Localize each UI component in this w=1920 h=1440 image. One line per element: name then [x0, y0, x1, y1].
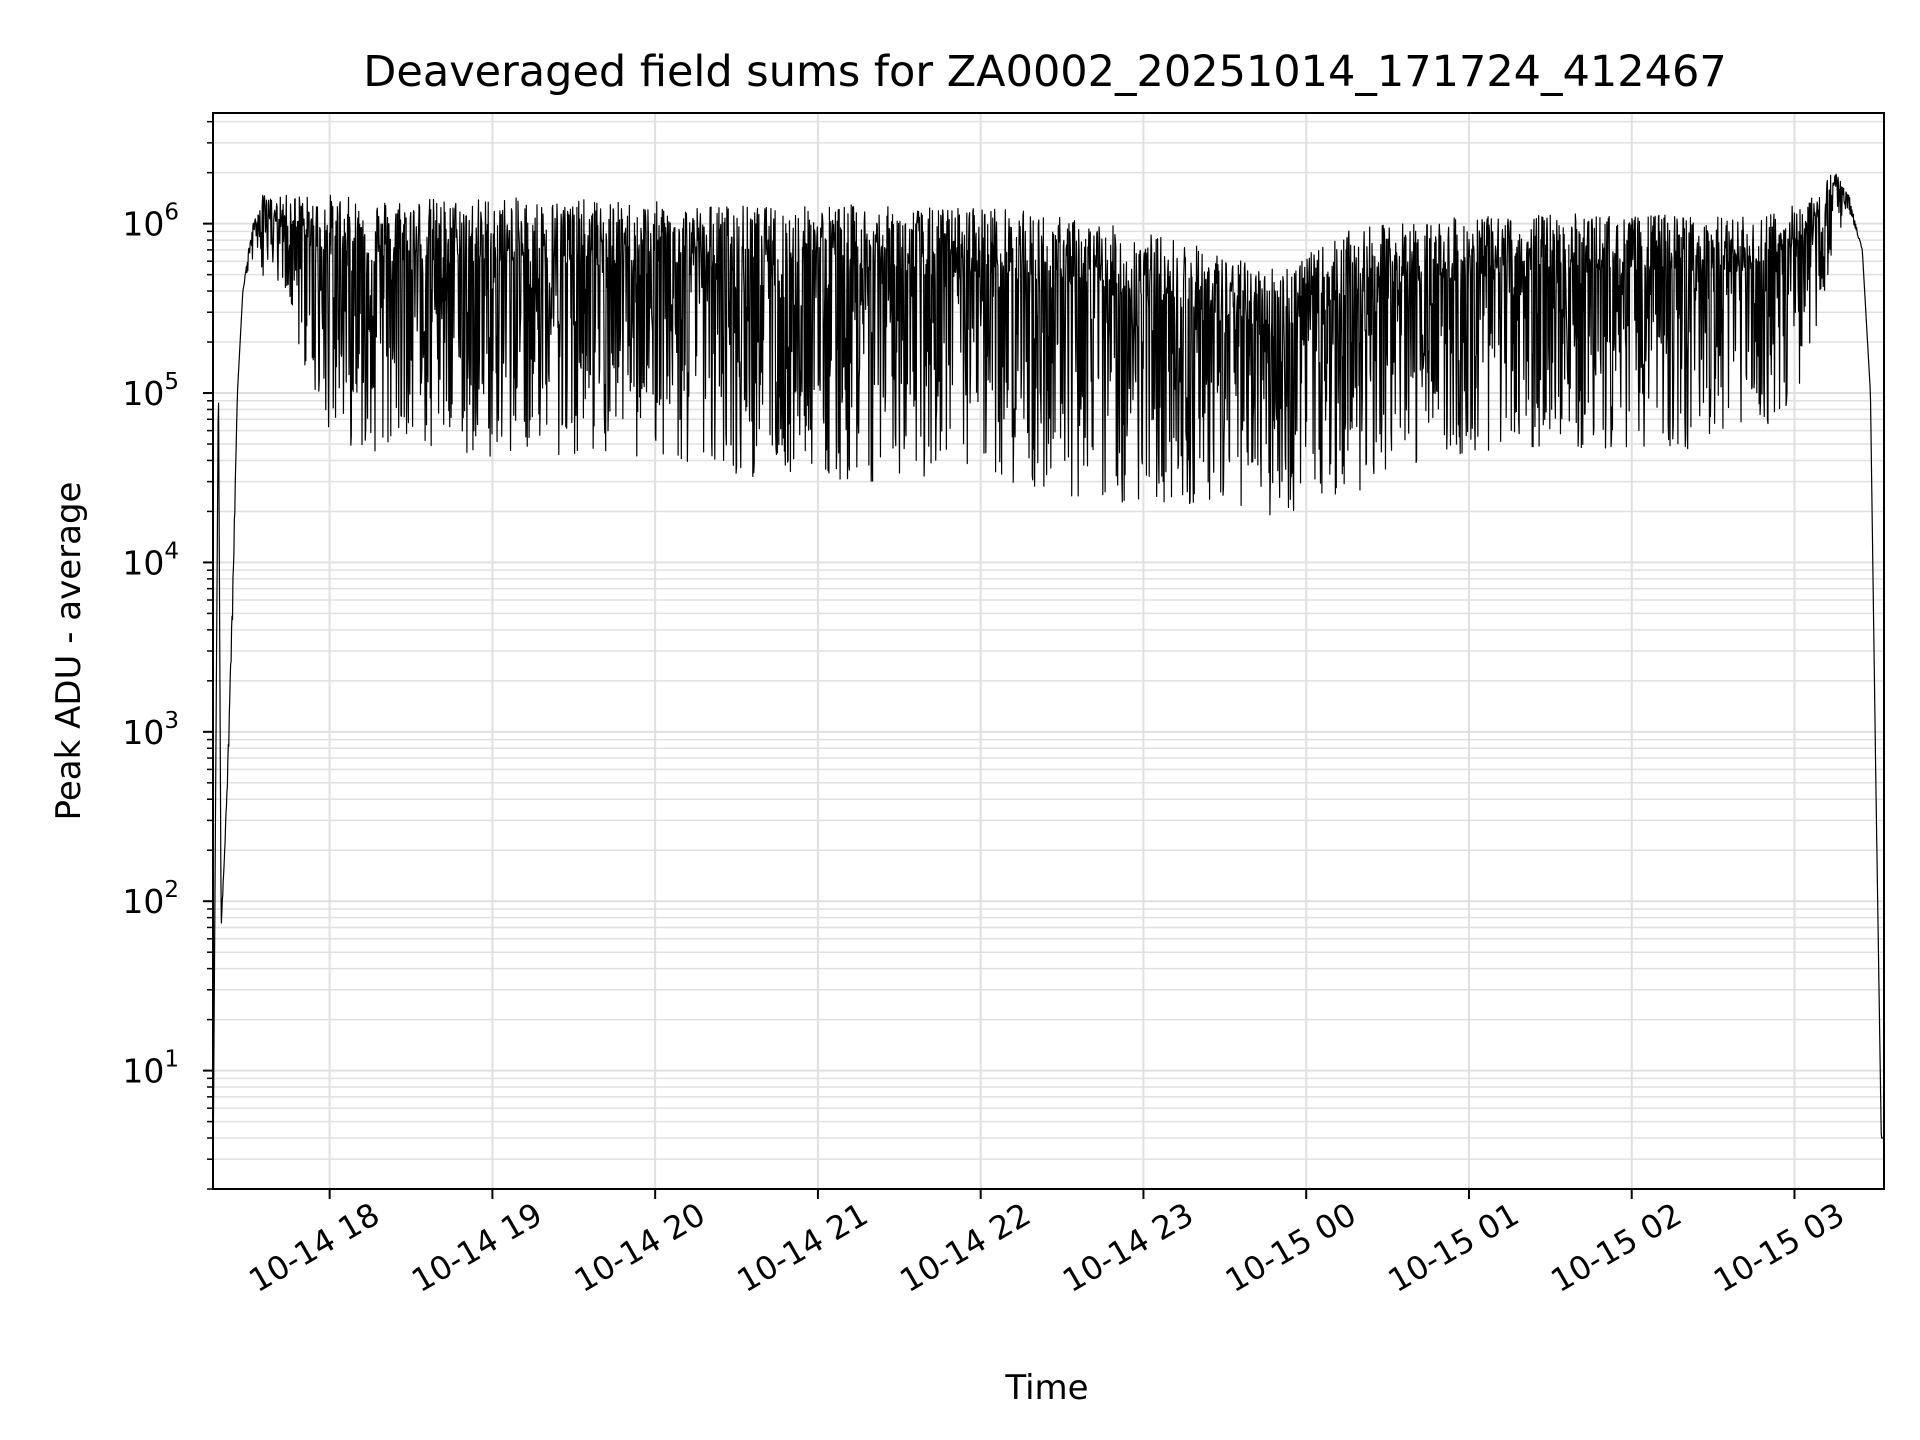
- y-axis-label: Peak ADU - average: [49, 482, 89, 821]
- x-tick-label: 10-14 21: [731, 1195, 875, 1300]
- y-tick-exponent: 2: [164, 877, 179, 903]
- x-tick-label: 10-14 20: [568, 1195, 712, 1300]
- y-tick-label: 106: [122, 200, 179, 244]
- y-tick-exponent: 1: [164, 1047, 179, 1073]
- series-line: [212, 173, 1885, 1190]
- y-tick-exponent: 6: [164, 200, 179, 226]
- x-tick-label: 10-15 00: [1219, 1195, 1363, 1300]
- x-tick-label: 10-14 18: [242, 1195, 386, 1300]
- y-tick-exponent: 4: [164, 538, 179, 564]
- y-tick-base: 10: [122, 374, 164, 413]
- y-tick-base: 10: [122, 205, 164, 244]
- x-axis-label: Time: [1004, 1368, 1088, 1408]
- y-tick-exponent: 5: [164, 369, 179, 395]
- x-tick-label: 10-15 02: [1544, 1195, 1688, 1300]
- x-tick-label: 10-14 23: [1056, 1195, 1200, 1300]
- y-tick-label: 104: [122, 538, 179, 582]
- x-tick-label: 10-15 01: [1382, 1195, 1526, 1300]
- y-tick-label: 103: [122, 708, 179, 752]
- chart-title: Deaveraged field sums for ZA0002_2025101…: [363, 47, 1726, 97]
- y-tick-base: 10: [122, 882, 164, 921]
- y-tick-label: 101: [122, 1047, 179, 1091]
- x-tick-label: 10-14 22: [893, 1195, 1037, 1300]
- y-tick-base: 10: [122, 543, 164, 582]
- y-tick-label: 105: [122, 369, 179, 413]
- x-tick-label: 10-15 03: [1707, 1195, 1851, 1300]
- series-layer: [212, 173, 1885, 1190]
- y-tick-label: 102: [122, 877, 179, 921]
- y-tick-base: 10: [122, 1052, 164, 1091]
- x-tick-label: 10-14 19: [405, 1195, 549, 1300]
- y-tick-exponent: 3: [164, 708, 179, 734]
- y-tick-base: 10: [122, 713, 164, 752]
